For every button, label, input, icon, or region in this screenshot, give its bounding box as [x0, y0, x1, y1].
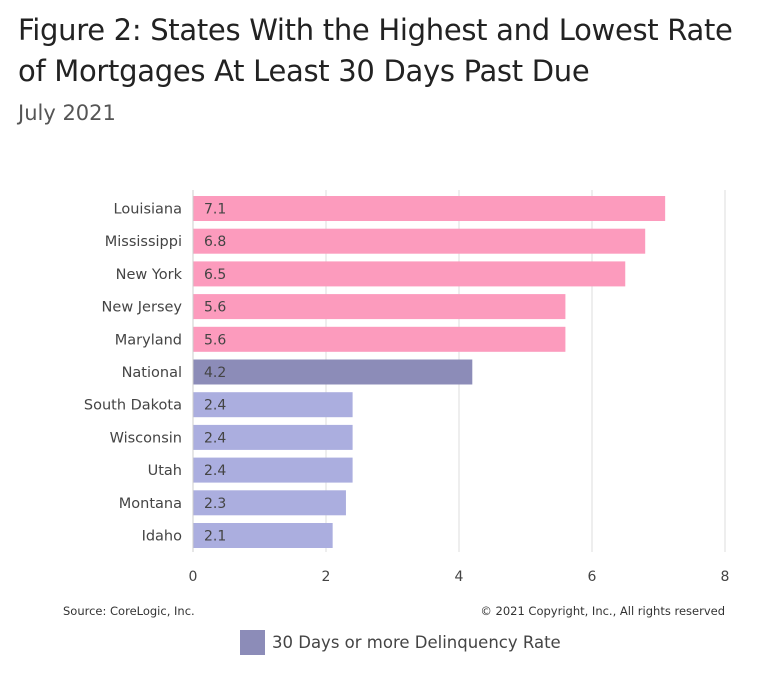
data-label: 6.5 — [204, 267, 226, 283]
category-label: Louisiana — [114, 202, 182, 218]
data-label: 2.4 — [204, 430, 226, 446]
bar — [193, 359, 473, 385]
category-label: New Jersey — [102, 300, 183, 316]
x-tick-label: 2 — [322, 569, 331, 585]
legend: 30 Days or more Delinquency Rate — [240, 630, 561, 655]
source-note: Source: CoreLogic, Inc. — [63, 604, 195, 618]
legend-swatch — [240, 630, 265, 655]
chart-title: Figure 2: States With the Highest and Lo… — [18, 13, 733, 88]
bar — [193, 490, 346, 516]
legend-label: 30 Days or more Delinquency Rate — [272, 633, 561, 652]
bar — [193, 294, 566, 320]
bar — [193, 196, 666, 221]
x-tick-label: 6 — [588, 569, 597, 585]
data-label: 4.2 — [204, 365, 226, 381]
data-label: 2.1 — [204, 529, 226, 545]
bar — [193, 228, 646, 254]
category-label: Wisconsin — [110, 430, 182, 446]
bar — [193, 326, 566, 352]
bar — [193, 261, 626, 287]
data-label: 7.1 — [204, 202, 226, 218]
x-tick-label: 0 — [189, 569, 198, 585]
chart-subtitle: July 2021 — [18, 101, 116, 125]
copyright-note: © 2021 Copyright, Inc., All rights reser… — [480, 604, 725, 618]
category-label: Utah — [148, 463, 182, 479]
category-label: Montana — [119, 496, 182, 512]
bar — [193, 523, 333, 548]
data-label: 2.3 — [204, 496, 226, 512]
x-tick-label: 4 — [455, 569, 464, 585]
bar — [193, 457, 353, 483]
data-label: 5.6 — [204, 332, 226, 348]
category-label: New York — [116, 267, 183, 283]
category-label: Mississippi — [105, 234, 182, 250]
x-tick-label: 8 — [721, 569, 730, 585]
category-label: National — [122, 365, 182, 381]
category-label: Maryland — [115, 332, 182, 348]
category-label: South Dakota — [84, 398, 182, 414]
data-label: 2.4 — [204, 398, 226, 414]
data-label: 5.6 — [204, 300, 226, 316]
bar — [193, 392, 353, 418]
data-label: 6.8 — [204, 234, 226, 250]
category-label: Idaho — [142, 529, 183, 545]
bar — [193, 424, 353, 450]
data-label: 2.4 — [204, 463, 226, 479]
